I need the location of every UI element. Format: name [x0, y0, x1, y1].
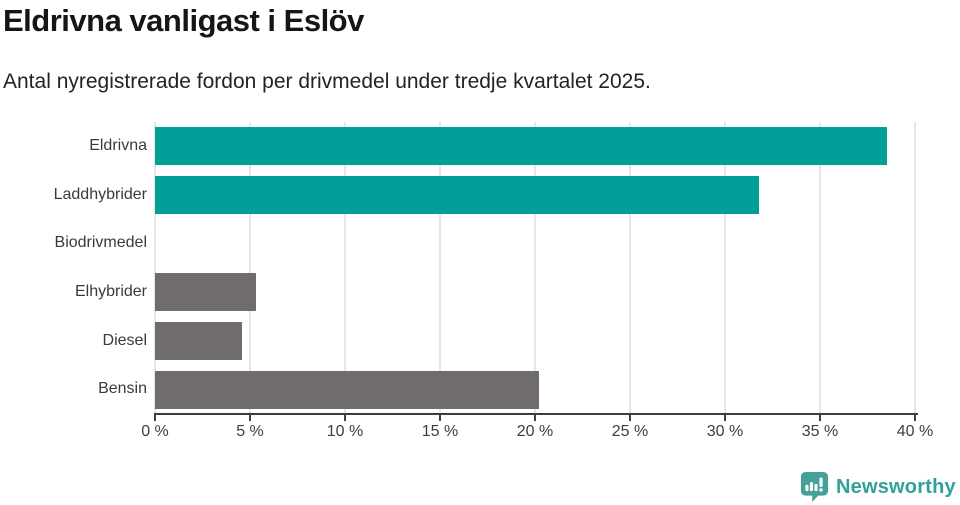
bar-row	[155, 122, 915, 171]
bar	[155, 273, 256, 312]
axis-tick-label: 10 %	[326, 423, 364, 440]
gridline	[249, 122, 251, 414]
chart-title: Eldrivna vanligast i Eslöv	[3, 3, 364, 38]
bar	[155, 321, 243, 360]
category-label: Biodrivmedel	[54, 234, 147, 252]
axis-tick-label: 40 %	[896, 423, 934, 440]
gridline	[439, 122, 441, 414]
axis-tick	[344, 413, 346, 421]
bar	[155, 370, 539, 409]
bar-row	[155, 219, 915, 268]
axis-tick-label: 15 %	[421, 423, 459, 440]
chart-subtitle: Antal nyregistrerade fordon per drivmede…	[3, 70, 651, 93]
gridline	[534, 122, 536, 414]
bar-row	[155, 268, 915, 317]
category-label: Diesel	[102, 331, 147, 349]
category-label: Elhybrider	[74, 282, 147, 300]
axis-tick	[914, 413, 916, 421]
category-axis: Eldrivna Laddhybrider Biodrivmedel Elhybrid…	[0, 122, 147, 414]
plot-area	[154, 122, 916, 414]
axis-tick	[154, 413, 156, 421]
bar-row	[155, 365, 915, 414]
bar	[155, 127, 887, 166]
gridline	[914, 122, 916, 414]
newsworthy-icon	[800, 471, 829, 503]
gridline	[819, 122, 821, 414]
axis-tick-label: 0 %	[141, 423, 169, 440]
x-axis-line	[155, 413, 918, 415]
category-label: Eldrivna	[89, 137, 147, 154]
axis-tick-label: 20 %	[516, 423, 554, 440]
newsworthy-wordmark: Newsworthy	[836, 475, 956, 498]
axis-tick-label: 30 %	[706, 423, 744, 440]
axis-tick	[249, 413, 251, 421]
axis-tick	[724, 413, 726, 421]
bar-row	[155, 317, 915, 366]
newsworthy-logo[interactable]: Newsworthy	[800, 471, 956, 503]
axis-tick	[534, 413, 536, 421]
axis-tick	[439, 413, 441, 421]
axis-tick	[629, 413, 631, 421]
category-label: Bensin	[98, 380, 147, 398]
gridline	[724, 122, 726, 414]
axis-tick-label: 35 %	[801, 423, 839, 440]
gridline	[629, 122, 631, 414]
category-label: Laddhybrider	[53, 185, 147, 203]
bar-row	[155, 171, 915, 220]
bar	[155, 175, 760, 214]
gridline	[154, 122, 156, 414]
axis-tick-label: 5 %	[236, 423, 264, 440]
gridline	[344, 122, 346, 414]
axis-tick-label: 25 %	[611, 423, 649, 440]
axis-tick	[819, 413, 821, 421]
